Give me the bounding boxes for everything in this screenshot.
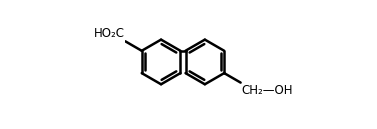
Text: HO₂C: HO₂C: [93, 27, 125, 40]
Text: CH₂—OH: CH₂—OH: [241, 84, 293, 97]
